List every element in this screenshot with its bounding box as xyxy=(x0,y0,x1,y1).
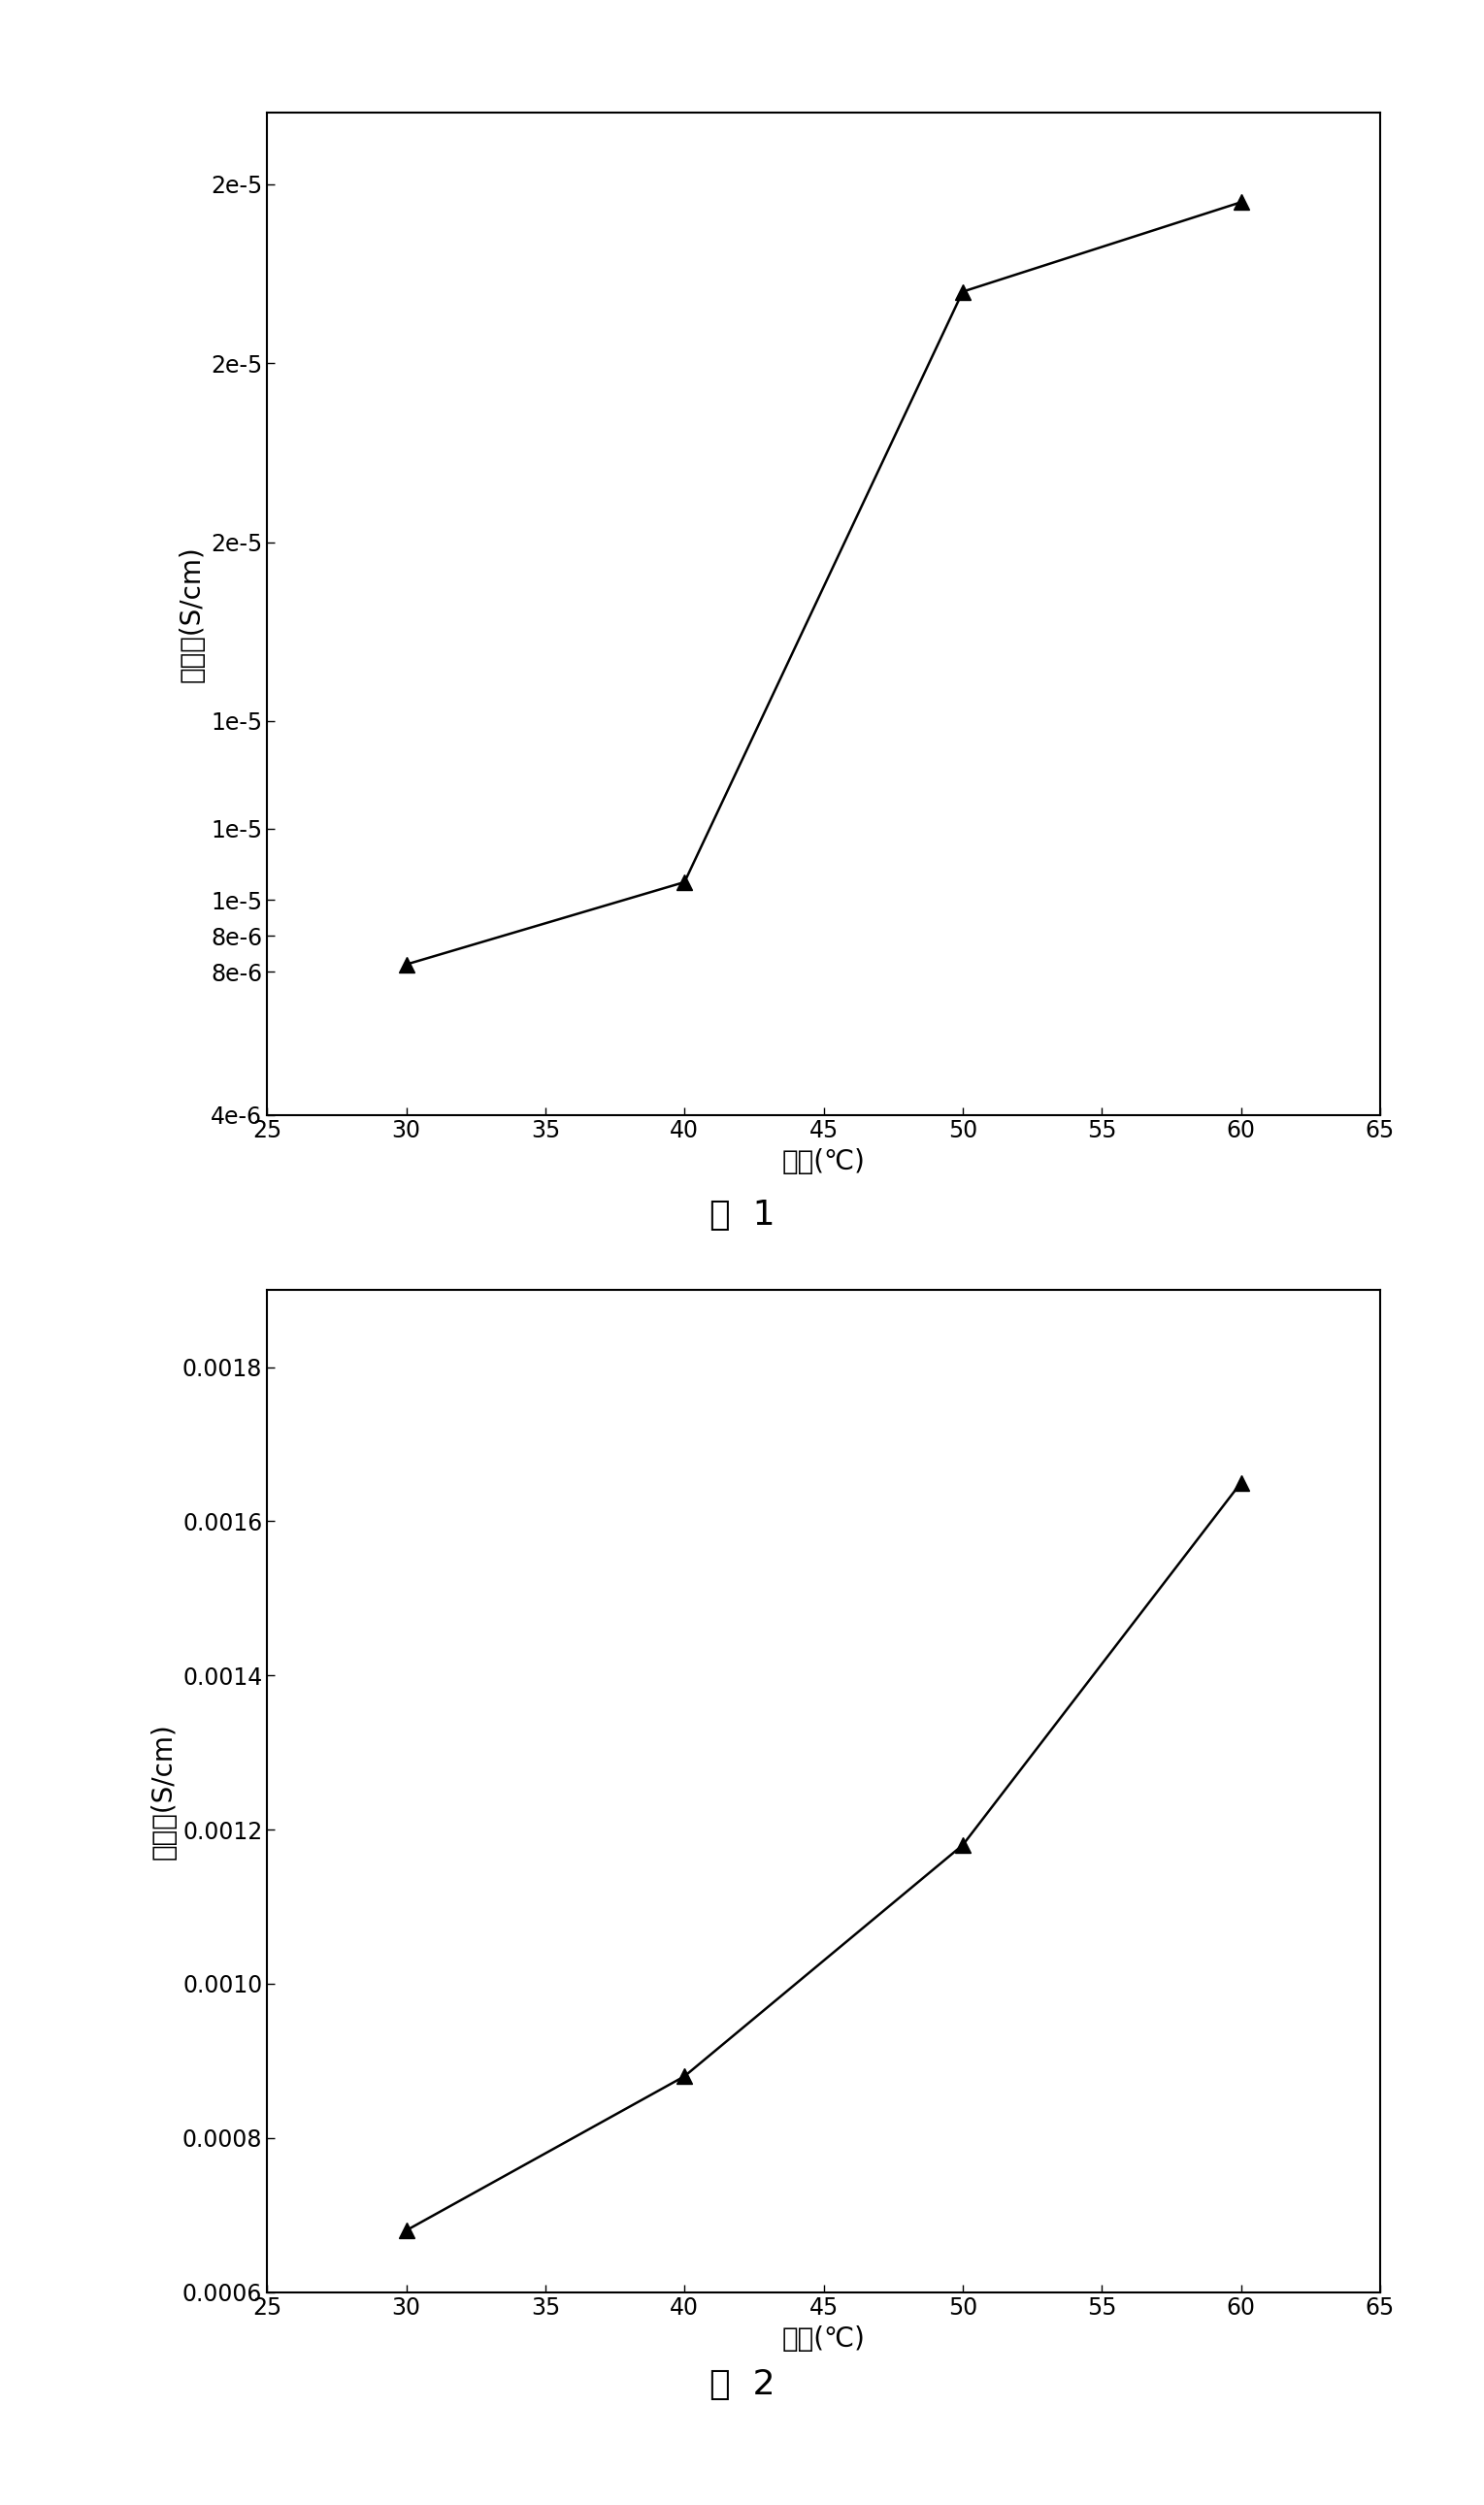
X-axis label: 温度(℃): 温度(℃) xyxy=(782,1147,865,1175)
Text: 图  1: 图 1 xyxy=(709,1197,775,1232)
Y-axis label: 传导率(S/cm): 传导率(S/cm) xyxy=(150,1723,177,1859)
Text: 图  2: 图 2 xyxy=(709,2367,775,2402)
Y-axis label: 传导率(S/cm): 传导率(S/cm) xyxy=(178,546,205,681)
X-axis label: 温度(℃): 温度(℃) xyxy=(782,2325,865,2352)
